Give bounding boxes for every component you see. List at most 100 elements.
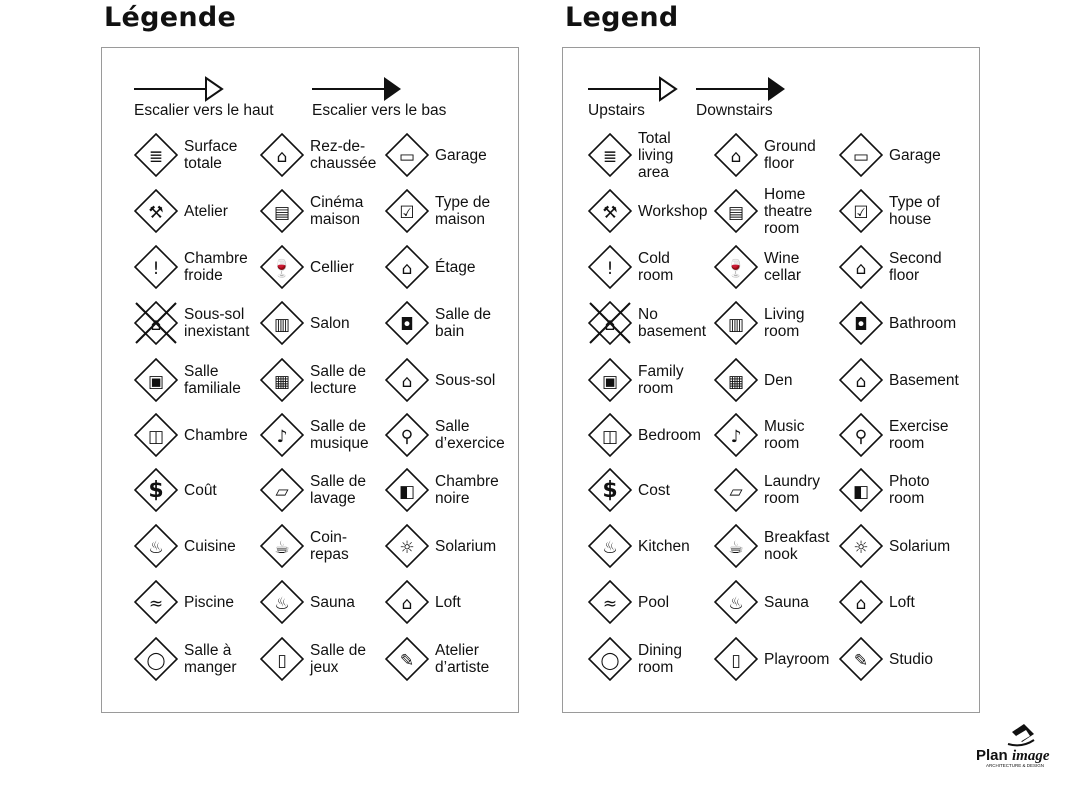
legend-item-label: Salon: [310, 314, 350, 332]
loft-icon: ⌂: [839, 580, 883, 624]
legend-item: ♨ Sauna: [260, 580, 385, 630]
legend-item-label: Atelier: [184, 202, 228, 220]
laundry-icon: ▱: [714, 468, 758, 512]
svg-text:⌂: ⌂: [402, 259, 413, 279]
planimage-logo: Plan image ARCHITECTURE & DESIGN: [976, 724, 1050, 768]
svg-text:▦: ▦: [728, 372, 744, 392]
legend-item-label: Salle de lavage: [310, 473, 367, 507]
legend-item-label: Workshop: [638, 202, 708, 220]
basement-icon: ⌂: [385, 358, 429, 402]
legend-item: ⌂ No basement: [588, 301, 713, 351]
svg-text:▯: ▯: [731, 651, 740, 671]
pool-icon: ≈: [134, 580, 178, 624]
legend-item: ✎ Studio: [839, 637, 964, 687]
stairs-up-label: Escalier vers le haut: [134, 102, 274, 119]
legend-item: ◧ Photo room: [839, 468, 964, 518]
legend-item-label: Salle de bain: [435, 306, 492, 340]
legend-item-label: Dining room: [638, 642, 682, 676]
legend-item-label: Rez-de- chaussée: [310, 138, 377, 172]
legend-item: ☼ Solarium: [839, 524, 964, 574]
svg-text:♪: ♪: [731, 427, 742, 447]
legend-item: $ Cost: [588, 468, 713, 518]
music-note-icon: ♪: [260, 413, 304, 457]
garage-icon: ▭: [385, 133, 429, 177]
legend-item-label: Salle de lecture: [310, 363, 367, 397]
svg-text:▣: ▣: [602, 372, 618, 392]
sauna-icon: ♨: [260, 580, 304, 624]
svg-text:♪: ♪: [277, 427, 288, 447]
legend-item: ≣ Total living area: [588, 130, 713, 183]
legend-item-label: Breakfast nook: [764, 529, 830, 563]
svg-text:⌂: ⌂: [856, 259, 867, 279]
legend-item: ♪ Music room: [714, 413, 839, 463]
legend-item-label: Sous-sol: [435, 371, 496, 389]
stairs-down-arrow-icon: [696, 77, 785, 101]
legend-item: ǃ Chambre froide: [134, 245, 259, 295]
palette-icon: ✎: [385, 637, 429, 681]
camera-icon: ◧: [385, 468, 429, 512]
coffee-cup-icon: ☕: [714, 524, 758, 568]
home-theatre-icon: ▤: [714, 189, 758, 233]
svg-text:≣: ≣: [149, 147, 163, 167]
dollar-icon: $: [134, 468, 178, 512]
legend-item-label: Music room: [764, 418, 805, 452]
legend-item: ⌂ Second floor: [839, 245, 964, 295]
legend-item: ▥ Salon: [260, 301, 385, 351]
legend-item-label: Garage: [435, 146, 487, 164]
legend-item: ⚒ Atelier: [134, 189, 259, 239]
playroom-icon: ▯: [260, 637, 304, 681]
svg-text:⌂: ⌂: [402, 372, 413, 392]
basement-icon: ⌂: [839, 358, 883, 402]
no-basement-icon: ⌂: [134, 301, 178, 345]
legend-item-label: Ground floor: [764, 138, 816, 172]
legend-item: ▣ Family room: [588, 358, 713, 408]
svg-text:▯: ▯: [277, 651, 286, 671]
legend-item-label: Living room: [764, 306, 805, 340]
legend-item-label: Surface totale: [184, 138, 238, 172]
legend-item-label: Sous-sol inexistant: [184, 306, 250, 340]
legend-item: ▯ Salle de jeux: [260, 637, 385, 687]
svg-text:♨: ♨: [274, 594, 289, 614]
legend-item: ◫ Bedroom: [588, 413, 713, 463]
legend-item-label: Loft: [889, 593, 915, 611]
legend-item-label: No basement: [638, 306, 707, 340]
legend-item: ▱ Salle de lavage: [260, 468, 385, 518]
legend-item: ⌂ Basement: [839, 358, 964, 408]
svg-text:☕: ☕: [274, 538, 289, 558]
legend-item: ☕ Breakfast nook: [714, 524, 839, 574]
stairs-down-label: Escalier vers le bas: [312, 102, 447, 119]
legend-title-english: Legend: [565, 2, 679, 33]
thermometer-icon: ǃ: [134, 245, 178, 289]
hammer-icon: ⚒: [588, 189, 632, 233]
legend-item-label: Salle familiale: [184, 363, 241, 397]
legend-item-label: Type of house: [889, 194, 940, 228]
weights-icon: ⚲: [839, 413, 883, 457]
legend-item-label: Salle de jeux: [310, 642, 367, 676]
toilet-icon: ◘: [839, 301, 883, 345]
legend-item-label: Cold room: [638, 250, 674, 284]
svg-text:▤: ▤: [274, 203, 290, 223]
garage-icon: ▭: [839, 133, 883, 177]
legend-item-label: Salle à manger: [184, 642, 237, 676]
legend-item-label: Étage: [435, 258, 476, 276]
no-basement-icon: ⌂: [588, 301, 632, 345]
legend-item: ▦ Den: [714, 358, 839, 408]
legend-item-label: Exercise room: [889, 418, 949, 452]
svg-text:ǃ: ǃ: [153, 259, 158, 279]
legend-title-french: Légende: [104, 2, 237, 33]
svg-text:✎: ✎: [400, 651, 414, 671]
svg-text:◯: ◯: [146, 651, 165, 671]
svg-text:≈: ≈: [149, 594, 163, 614]
svg-text:🍷: 🍷: [725, 258, 746, 279]
legend-item-label: Pool: [638, 593, 670, 611]
toilet-icon: ◘: [385, 301, 429, 345]
legend-item-label: Basement: [889, 371, 959, 389]
legend-item: ▥ Living room: [714, 301, 839, 351]
total-area-icon: ≣: [588, 133, 632, 177]
music-note-icon: ♪: [714, 413, 758, 457]
legend-item: ▭ Garage: [385, 133, 510, 183]
stairs-up-label: Upstairs: [588, 102, 645, 119]
plate-icon: ◯: [134, 637, 178, 681]
bed-icon: ◫: [134, 413, 178, 457]
legend-item: ⌂ Loft: [839, 580, 964, 630]
